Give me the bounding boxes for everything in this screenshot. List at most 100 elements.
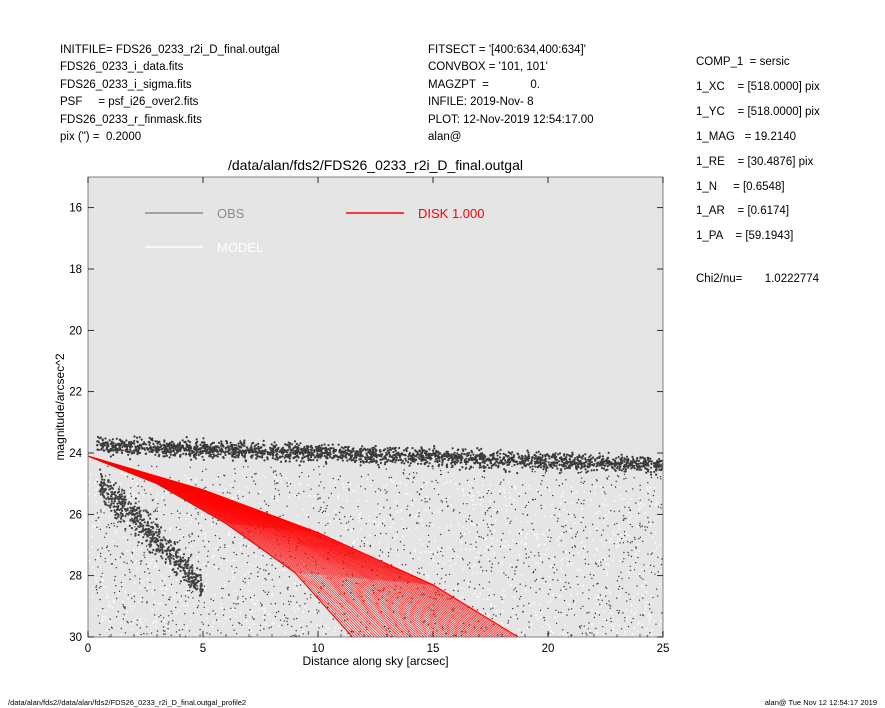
- obs-point: [328, 454, 331, 457]
- obs-point: [272, 471, 275, 473]
- obs-point: [568, 552, 571, 554]
- obs-point: [450, 504, 452, 506]
- obs-point: [659, 583, 661, 585]
- obs-point: [97, 517, 99, 519]
- obs-point: [636, 543, 639, 546]
- obs-point: [405, 483, 408, 486]
- obs-point: [204, 582, 207, 585]
- obs-point: [644, 605, 647, 608]
- obs-point: [313, 450, 316, 453]
- obs-point: [239, 548, 242, 550]
- obs-point: [279, 619, 282, 621]
- obs-point: [217, 474, 220, 477]
- obs-point: [490, 537, 492, 539]
- obs-point: [98, 587, 101, 589]
- obs-point: [452, 510, 455, 512]
- obs-point: [130, 556, 133, 558]
- obs-point: [499, 645, 501, 647]
- obs-point: [557, 517, 559, 520]
- obs-point: [105, 593, 108, 596]
- obs-point: [100, 620, 103, 623]
- obs-point: [238, 490, 241, 492]
- obs-point: [564, 624, 566, 627]
- obs-point: [520, 574, 523, 576]
- obs-point: [489, 524, 492, 527]
- obs-point: [323, 443, 326, 446]
- obs-point: [583, 499, 585, 502]
- obs-point: [469, 567, 471, 569]
- obs-point: [152, 521, 155, 523]
- obs-point: [461, 466, 464, 469]
- obs-point: [116, 597, 118, 600]
- obs-point: [251, 448, 254, 451]
- obs-point: [445, 501, 448, 503]
- obs-point: [164, 617, 167, 619]
- obs-point: [487, 613, 490, 615]
- obs-point: [394, 479, 396, 482]
- obs-point: [469, 489, 472, 492]
- obs-point: [657, 556, 659, 558]
- obs-point: [594, 612, 597, 615]
- obs-point: [156, 608, 159, 610]
- obs-point: [506, 509, 508, 512]
- obs-point: [583, 491, 586, 493]
- obs-point: [605, 518, 608, 520]
- obs-point: [244, 639, 246, 641]
- obs-point: [474, 587, 476, 590]
- obs-point: [220, 563, 223, 565]
- obs-point: [572, 501, 575, 504]
- obs-point: [130, 533, 132, 536]
- obs-point: [366, 454, 369, 457]
- obs-point: [473, 478, 476, 480]
- obs-point: [509, 563, 512, 566]
- obs-point: [302, 630, 305, 633]
- obs-point: [637, 647, 639, 649]
- obs-point: [411, 503, 414, 506]
- obs-point: [130, 487, 132, 489]
- obs-point: [366, 448, 369, 451]
- obs-point: [136, 632, 139, 635]
- obs-point: [289, 451, 292, 454]
- obs-point: [584, 457, 587, 460]
- obs-point: [574, 516, 576, 518]
- obs-point: [344, 516, 346, 518]
- obs-point: [534, 462, 537, 465]
- obs-point: [527, 501, 530, 503]
- obs-point: [546, 623, 549, 625]
- obs-point: [311, 625, 313, 627]
- obs-point: [111, 627, 113, 629]
- obs-point: [217, 489, 220, 491]
- obs-point: [492, 456, 495, 459]
- obs-point: [628, 572, 630, 574]
- obs-point: [487, 490, 490, 492]
- obs-point: [353, 490, 356, 493]
- obs-point: [133, 619, 136, 622]
- obs-point: [661, 558, 663, 560]
- obs-point: [114, 532, 117, 535]
- obs-point: [165, 491, 168, 494]
- obs-point: [647, 619, 650, 622]
- obs-point: [287, 588, 289, 591]
- obs-point: [328, 520, 331, 522]
- obs-point: [511, 465, 513, 468]
- obs-point: [182, 642, 184, 644]
- obs-point: [141, 486, 143, 488]
- obs-point: [123, 536, 125, 539]
- obs-point: [99, 517, 102, 520]
- obs-point: [425, 481, 428, 484]
- obs-point: [197, 605, 199, 607]
- header-mid-line: INFILE: 2019-Nov- 8: [428, 96, 534, 109]
- obs-point: [387, 555, 390, 557]
- obs-point: [563, 509, 565, 511]
- obs-point: [455, 461, 458, 464]
- obs-point: [276, 499, 279, 501]
- obs-point: [95, 519, 97, 522]
- obs-point: [315, 599, 318, 601]
- obs-point: [572, 493, 574, 495]
- obs-point: [122, 605, 125, 608]
- obs-point: [645, 584, 647, 587]
- obs-point: [99, 598, 101, 601]
- obs-point: [639, 524, 641, 527]
- obs-point: [309, 456, 313, 459]
- obs-point: [219, 546, 221, 548]
